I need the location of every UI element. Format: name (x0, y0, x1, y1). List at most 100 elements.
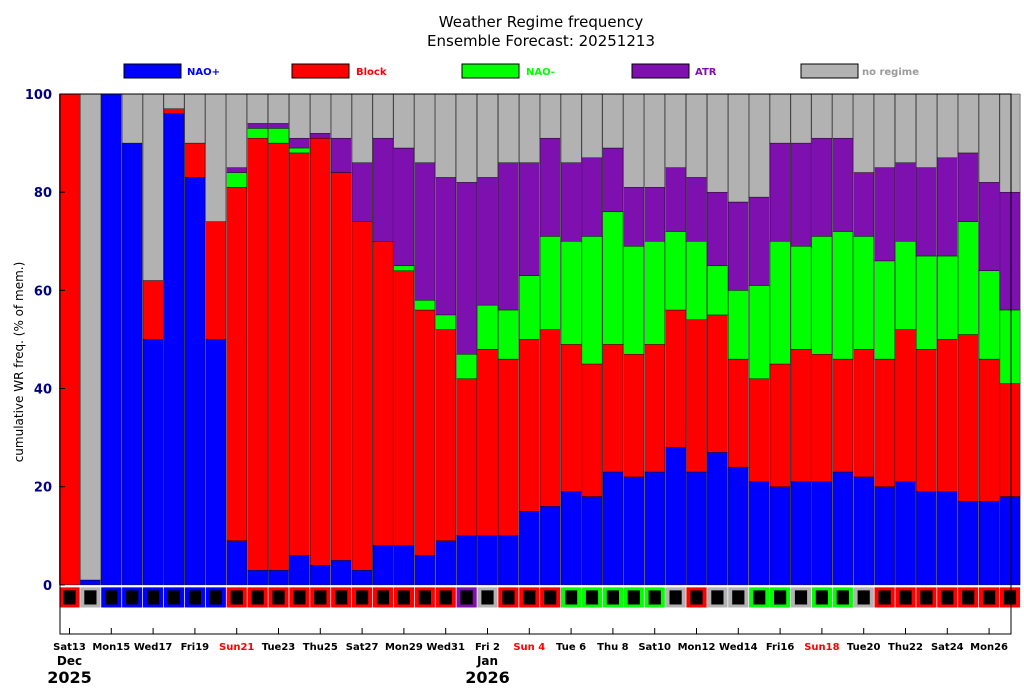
plot-frame (59, 93, 1012, 635)
bar-nao-day-42 (937, 255, 958, 340)
dominant-box-core-day-13 (335, 590, 348, 605)
dominant-box-core-day-39 (878, 590, 891, 605)
bar-nao-day-44 (978, 501, 1000, 586)
bar-nao-day-37 (832, 471, 854, 586)
bar-block-day-26 (602, 344, 624, 473)
bar-nao-day-7 (205, 339, 227, 586)
month-label-dec: Dec (57, 654, 82, 668)
x-tick-label-14: Sat27 (346, 642, 379, 653)
bar-atr-day-33 (748, 196, 770, 286)
bar-nao-day-38 (853, 476, 874, 586)
bar-no-regime-day-37 (832, 93, 854, 139)
bar-no-regime-day-28 (644, 93, 665, 188)
bar-block-day-11 (289, 152, 310, 556)
dominant-box-core-day-15 (376, 590, 390, 605)
bar-nao-day-32 (728, 466, 749, 586)
bar-nao-day-11 (289, 555, 310, 586)
chart-title: Weather Regime frequency (439, 13, 644, 31)
bar-no-regime-day-41 (916, 93, 937, 168)
bar-nao-day-45 (999, 496, 1021, 586)
x-tick-label-12: Thu25 (303, 642, 338, 653)
bar-nao-day-32 (728, 290, 749, 360)
dominant-box-core-day-45 (1003, 590, 1017, 605)
bar-nao-day-1 (80, 579, 101, 586)
bar-atr-day-35 (790, 142, 812, 247)
x-tick-label-18: Wed31 (426, 642, 465, 653)
bar-block-day-43 (957, 334, 979, 502)
y-tick-label-0: 0 (43, 579, 52, 594)
bar-nao-day-14 (351, 569, 373, 586)
dominant-box-core-day-0 (63, 590, 76, 605)
dominant-box-core-day-42 (941, 590, 954, 605)
dominant-box-core-day-43 (962, 590, 975, 605)
bar-block-day-4 (142, 280, 164, 340)
bar-nao-day-20 (477, 535, 498, 586)
bar-atr-day-40 (895, 162, 916, 242)
dominant-box-core-day-20 (481, 590, 494, 605)
bar-nao-day-20 (477, 304, 498, 350)
bar-nao-day-40 (895, 481, 916, 586)
bar-atr-day-38 (853, 172, 874, 237)
bar-no-regime-day-24 (560, 93, 582, 163)
bar-no-regime-day-13 (330, 93, 352, 139)
bar-nao-day-29 (665, 231, 686, 311)
dominant-box-core-day-21 (502, 590, 515, 605)
bar-atr-day-45 (999, 191, 1021, 311)
bar-block-day-22 (519, 339, 540, 512)
bar-atr-day-30 (686, 177, 707, 242)
bar-nao-day-25 (581, 496, 603, 586)
x-tick-label-4: Wed17 (134, 642, 173, 653)
bar-atr-day-34 (769, 142, 791, 242)
bar-nao-day-9 (247, 569, 268, 586)
dominant-box-core-day-12 (314, 590, 327, 605)
dominant-box-core-day-14 (356, 590, 369, 605)
plot-area: 0 20 40 60 80 100 Sat13 Mon15 Wed17 Fri19 Sun21 Tue… (25, 88, 1021, 687)
bar-nao-day-19 (456, 535, 477, 586)
bar-block-day-34 (769, 363, 791, 487)
bar-no-regime-day-9 (247, 93, 268, 124)
legend-label-no-regime: no regime (862, 67, 919, 78)
dominant-box-core-day-16 (397, 590, 410, 605)
bar-nao-day-3 (121, 142, 143, 586)
bar-no-regime-day-16 (393, 93, 415, 149)
dominant-box-core-day-25 (585, 590, 599, 605)
bar-atr-day-13 (330, 137, 352, 173)
bar-nao-day-19 (456, 353, 477, 379)
bar-nao-day-35 (790, 481, 812, 586)
x-tick-label-8: Sun21 (219, 642, 254, 653)
bar-no-regime-day-1 (80, 93, 101, 581)
bar-no-regime-day-5 (163, 93, 185, 109)
bar-block-day-5 (163, 108, 185, 114)
legend-label-block: Block (356, 67, 387, 78)
bar-nao-day-6 (184, 177, 206, 586)
bar-nao-day-43 (957, 221, 979, 335)
bar-block-day-28 (644, 344, 665, 473)
dominant-box-core-day-3 (126, 590, 139, 605)
bar-nao-day-30 (686, 241, 707, 321)
dominant-box-core-day-29 (669, 590, 682, 605)
legend-label-atr: ATR (695, 67, 717, 78)
bar-nao-day-41 (916, 255, 937, 350)
dominant-box-core-day-32 (732, 590, 745, 605)
bar-no-regime-day-19 (456, 93, 477, 183)
bar-no-regime-day-39 (874, 93, 895, 168)
bar-nao-day-18 (435, 540, 457, 586)
bar-nao-day-8 (226, 172, 248, 188)
bar-no-regime-day-18 (435, 93, 457, 178)
x-tick-label-24: Tue 6 (556, 642, 586, 653)
dominant-box-core-day-33 (753, 590, 766, 605)
bar-nao-day-17 (414, 555, 436, 586)
bar-block-day-10 (268, 142, 289, 571)
bar-no-regime-day-40 (895, 93, 916, 163)
bar-nao-day-23 (539, 236, 561, 330)
x-tick-label-38: Tue20 (847, 642, 881, 653)
bar-no-regime-day-45 (999, 93, 1021, 193)
bar-no-regime-day-35 (790, 93, 812, 144)
bar-no-regime-day-30 (686, 93, 707, 178)
bar-atr-day-31 (707, 191, 728, 267)
bar-atr-day-37 (832, 137, 854, 232)
year-label-2026: 2026 (465, 668, 510, 687)
dominant-box-core-day-1 (84, 590, 97, 605)
legend-label-nao: NAO+ (187, 67, 220, 78)
